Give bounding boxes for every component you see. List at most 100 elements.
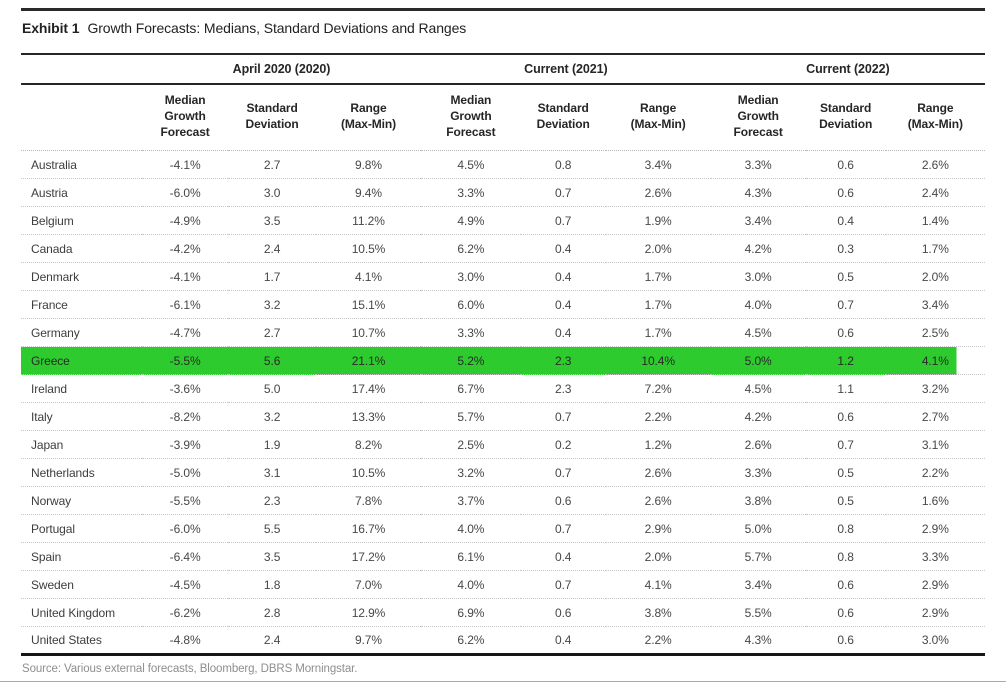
value-cell-3: 6.2% [421,234,521,264]
value-cell-7: 0.3 [805,234,886,264]
value-cell-2: 4.1% [315,262,422,292]
column-header-g2-c1: Standard Deviation [805,84,886,152]
country-label: Italy [21,402,142,432]
value-cell-6: 5.5% [710,598,806,628]
value-cell-6: 2.6% [710,430,806,460]
group-header-current-2022: Current (2022) [710,53,985,85]
column-header-g2-c0: Median Growth Forecast [710,84,806,152]
value-cell-0: -5.5% [141,486,229,516]
value-cell-5: 1.7% [605,262,711,292]
value-cell-2: 7.8% [315,486,422,516]
value-cell-0: -3.9% [141,430,229,460]
exhibit-label: Exhibit 1 [22,20,80,36]
value-cell-0: -5.5% [141,346,229,376]
value-cell-0: -5.0% [141,458,229,488]
value-cell-6: 4.5% [710,374,806,404]
country-label: Austria [21,178,142,208]
country-label: Ireland [21,374,142,404]
value-cell-3: 5.2% [421,346,521,376]
value-cell-6: 3.4% [710,206,806,236]
country-label: Greece [21,346,142,376]
value-cell-7: 0.8 [805,542,886,572]
exhibit-title-text: Growth Forecasts: Medians, Standard Devi… [87,20,467,36]
table-row-france: France -6.1% 3.2 15.1% 6.0% 0.4 1.7% 4.0% 0.7 3.4… [21,290,985,320]
value-cell-4: 2.3 [520,374,606,404]
value-cell-4: 0.7 [520,206,606,236]
value-cell-7: 0.6 [805,598,886,628]
value-cell-5: 2.2% [605,626,711,657]
value-cell-1: 3.1 [228,458,316,488]
group-header-april-2020: April 2020 (2020) [141,53,422,85]
value-cell-0: -6.4% [141,542,229,572]
value-cell-2: 8.2% [315,430,422,460]
value-cell-6: 3.3% [710,150,806,180]
value-cell-3: 3.2% [421,458,521,488]
value-cell-1: 3.0 [228,178,316,208]
table-row-ireland: Ireland -3.6% 5.0 17.4% 6.7% 2.3 7.2% 4.5% 1.1 3.… [21,374,985,404]
value-cell-2: 13.3% [315,402,422,432]
value-cell-7: 0.5 [805,262,886,292]
value-cell-1: 5.0 [228,374,316,404]
value-cell-8: 2.5% [885,318,985,348]
value-cell-8: 1.4% [885,206,985,236]
table-row-sweden: Sweden -4.5% 1.8 7.0% 4.0% 0.7 4.1% 3.4% 0.6 2.9% [21,570,985,600]
value-cell-4: 0.7 [520,178,606,208]
value-cell-6: 4.0% [710,290,806,320]
value-cell-4: 0.7 [520,402,606,432]
value-cell-2: 10.5% [315,458,422,488]
value-cell-4: 2.3 [520,346,606,376]
value-cell-5: 1.9% [605,206,711,236]
value-cell-8: 2.9% [885,598,985,628]
value-cell-3: 4.0% [421,514,521,544]
value-cell-1: 1.8 [228,570,316,600]
value-cell-2: 15.1% [315,290,422,320]
value-cell-6: 5.0% [710,346,806,376]
value-cell-7: 0.6 [805,150,886,180]
value-cell-3: 6.2% [421,626,521,657]
column-header-g0-c1: Standard Deviation [228,84,316,152]
table-row-germany: Germany -4.7% 2.7 10.7% 3.3% 0.4 1.7% 4.5% 0.6 2.… [21,318,985,348]
value-cell-5: 2.9% [605,514,711,544]
table-row-greece: Greece -5.5% 5.6 21.1% 5.2% 2.3 10.4% 5.0% 1.2 4.… [21,346,985,376]
value-cell-7: 0.6 [805,570,886,600]
exhibit-title: Exhibit 1 Growth Forecasts: Medians, Stan… [21,11,985,36]
country-label: Spain [21,542,142,572]
value-cell-1: 2.7 [228,318,316,348]
value-cell-6: 5.7% [710,542,806,572]
value-cell-6: 4.3% [710,178,806,208]
value-cell-3: 3.0% [421,262,521,292]
value-cell-0: -4.1% [141,262,229,292]
value-cell-5: 3.4% [605,150,711,180]
value-cell-4: 0.4 [520,542,606,572]
table-row-spain: Spain -6.4% 3.5 17.2% 6.1% 0.4 2.0% 5.7% 0.8 3.3% [21,542,985,572]
value-cell-4: 0.4 [520,318,606,348]
country-label: Canada [21,234,142,264]
column-header-g2-c2: Range (Max-Min) [885,84,985,152]
value-cell-7: 0.7 [805,430,886,460]
value-cell-6: 3.0% [710,262,806,292]
value-cell-0: -6.0% [141,514,229,544]
value-cell-6: 3.8% [710,486,806,516]
value-cell-4: 0.2 [520,430,606,460]
country-label: United States [21,626,142,657]
forecast-table: April 2020 (2020) Current (2021) Current… [21,53,985,657]
value-cell-4: 0.7 [520,514,606,544]
country-label: United Kingdom [21,598,142,628]
value-cell-7: 0.6 [805,318,886,348]
country-label: France [21,290,142,320]
value-cell-7: 1.2 [805,346,886,376]
value-cell-8: 4.1% [885,346,985,376]
value-cell-4: 0.4 [520,626,606,657]
value-cell-6: 5.0% [710,514,806,544]
country-label: Portugal [21,514,142,544]
table-row-australia: Australia -4.1% 2.7 9.8% 4.5% 0.8 3.4% 3.3% 0.6 2… [21,150,985,180]
value-cell-5: 2.0% [605,542,711,572]
value-cell-0: -4.8% [141,626,229,657]
value-cell-6: 4.2% [710,234,806,264]
value-cell-2: 16.7% [315,514,422,544]
value-cell-7: 0.4 [805,206,886,236]
table-row-united-states: United States -4.8% 2.4 9.7% 6.2% 0.4 2.2% 4.3%… [21,626,985,657]
value-cell-2: 10.5% [315,234,422,264]
value-cell-5: 2.6% [605,458,711,488]
value-cell-8: 2.2% [885,458,985,488]
